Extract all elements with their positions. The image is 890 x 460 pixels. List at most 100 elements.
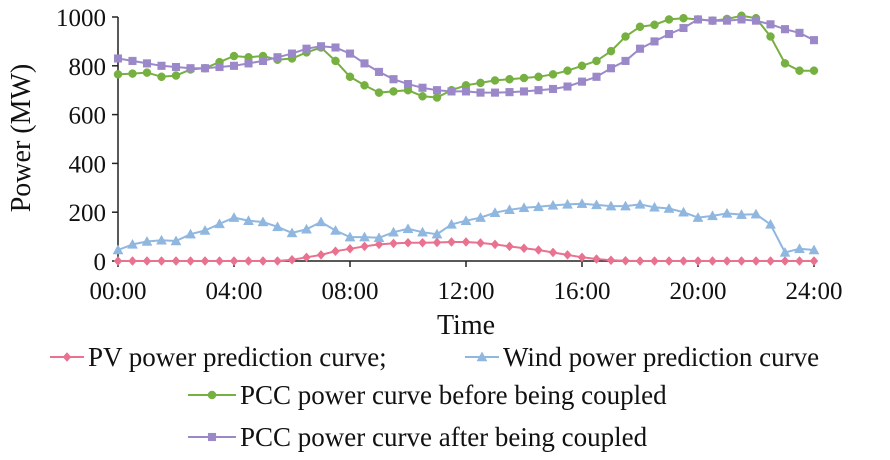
data-point	[534, 86, 543, 95]
data-point	[302, 252, 311, 263]
data-point	[432, 93, 442, 102]
legend-item-wind: Wind power prediction curve	[465, 342, 819, 372]
y-tick-label: 1000	[56, 5, 106, 32]
data-point	[548, 84, 558, 94]
data-point	[360, 59, 369, 68]
data-point	[663, 203, 675, 213]
data-point	[431, 228, 443, 239]
data-point	[650, 256, 659, 266]
legend-swatch-pv	[50, 352, 84, 362]
data-point	[113, 256, 123, 266]
data-point	[476, 238, 485, 248]
data-point	[795, 256, 804, 266]
data-point	[112, 244, 124, 255]
x-axis-title: Time	[437, 310, 495, 341]
x-tick-label: 04:00	[206, 278, 263, 305]
data-point	[359, 231, 370, 242]
data-point	[577, 77, 587, 86]
data-point	[447, 237, 456, 247]
data-point	[548, 70, 558, 79]
y-tick-label: 400	[69, 151, 107, 178]
data-point	[432, 86, 442, 95]
series-0	[113, 237, 819, 266]
legend-label-pcc-before: PCC power curve before being coupled	[240, 380, 667, 410]
data-point	[128, 69, 137, 78]
data-point	[563, 250, 572, 260]
data-point	[142, 256, 152, 266]
data-point	[215, 62, 224, 72]
data-point	[533, 201, 544, 212]
data-point	[316, 42, 326, 51]
data-point	[272, 221, 283, 232]
data-point	[490, 76, 500, 85]
data-point	[476, 88, 485, 97]
legend-item-pcc-after: PCC power curve after being coupled	[188, 422, 648, 452]
data-point	[258, 56, 268, 65]
data-point	[534, 245, 543, 255]
data-point	[592, 254, 601, 264]
data-point	[649, 201, 660, 212]
tick-labels: 0 200 400 600 800 1000 00:00 04:00 08:00 12:00 16:…	[56, 5, 842, 305]
data-point	[664, 30, 674, 39]
data-point	[113, 70, 123, 79]
data-point	[592, 56, 601, 66]
data-point	[228, 212, 240, 222]
data-point	[257, 216, 269, 227]
data-point	[780, 256, 790, 266]
data-point	[302, 44, 311, 53]
data-point	[679, 256, 688, 266]
data-point	[200, 256, 210, 266]
data-point	[563, 66, 572, 75]
data-point	[157, 256, 166, 266]
data-point	[157, 61, 166, 70]
y-tick-label: 600	[69, 103, 107, 130]
data-point	[664, 256, 674, 266]
data-point	[505, 74, 514, 84]
data-point	[737, 256, 746, 266]
data-point	[374, 67, 384, 76]
data-point	[258, 256, 268, 266]
x-tick-label: 24:00	[786, 278, 843, 305]
data-point	[519, 243, 529, 254]
data-point	[548, 247, 558, 258]
data-point	[214, 218, 225, 229]
legend-marker	[207, 432, 217, 442]
data-point	[316, 250, 326, 260]
data-point	[605, 200, 617, 211]
data-point	[577, 252, 587, 263]
data-point	[360, 241, 369, 252]
data-point	[186, 256, 195, 266]
legend-marker	[62, 352, 72, 362]
data-point	[345, 72, 355, 82]
data-point	[171, 62, 181, 72]
data-point	[345, 49, 355, 58]
data-point	[417, 226, 428, 237]
legend-marker	[476, 351, 488, 362]
data-point	[244, 59, 253, 68]
data-point	[606, 46, 616, 56]
data-point	[692, 212, 704, 222]
data-point	[547, 199, 559, 210]
data-point	[722, 16, 732, 25]
data-point	[679, 23, 688, 33]
data-point	[331, 246, 340, 257]
data-point	[809, 256, 819, 266]
data-point	[127, 238, 138, 249]
x-tick-label: 20:00	[670, 278, 727, 305]
data-point	[779, 246, 791, 257]
data-point	[418, 237, 427, 248]
data-point	[287, 49, 297, 58]
data-point	[374, 239, 384, 250]
data-point	[360, 81, 369, 90]
data-point	[446, 218, 457, 229]
x-tick-label: 08:00	[322, 278, 379, 305]
data-point	[505, 241, 514, 252]
legend-label-wind: Wind power prediction curve	[503, 342, 819, 372]
data-point	[621, 56, 630, 65]
data-point	[403, 80, 413, 89]
data-point	[679, 13, 688, 23]
legend: PV power prediction curve; Wind power pr…	[50, 342, 819, 452]
data-point	[402, 223, 414, 234]
legend-swatch-wind	[465, 351, 499, 362]
y-axis-title: Power (MW)	[6, 64, 37, 213]
